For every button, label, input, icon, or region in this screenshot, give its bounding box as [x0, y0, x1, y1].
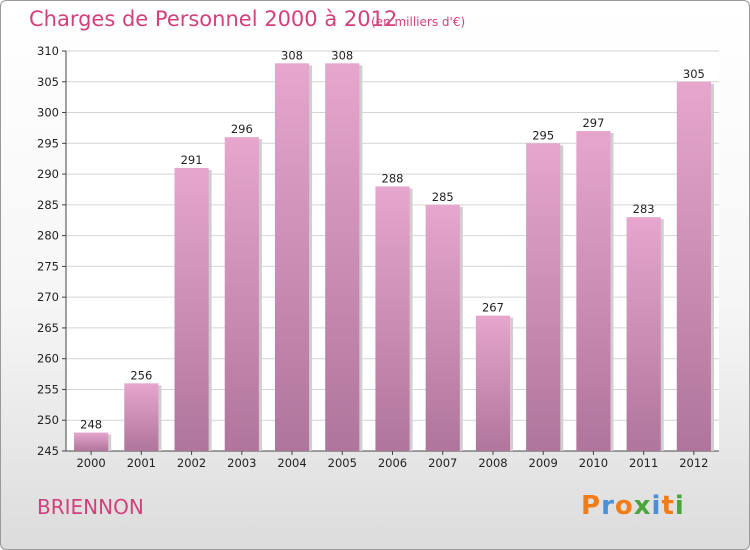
y-tick-label: 250 [37, 413, 59, 427]
value-label: 285 [432, 190, 454, 204]
logo-letter: P [581, 491, 602, 521]
value-label: 305 [683, 67, 705, 81]
y-tick-label: 265 [37, 321, 59, 335]
value-label: 248 [80, 418, 102, 432]
value-label: 288 [382, 171, 404, 185]
x-tick-label: 2009 [529, 456, 558, 470]
x-tick-label: 2012 [679, 456, 708, 470]
chart-subtitle: (en milliers d'€) [371, 15, 466, 29]
value-label: 256 [130, 368, 152, 382]
bar-2008 [475, 315, 511, 451]
x-tick-label: 2001 [127, 456, 156, 470]
x-tick-label: 2007 [428, 456, 457, 470]
x-tick-label: 2004 [277, 456, 306, 470]
bar-2012 [676, 81, 711, 452]
bar-2004 [274, 63, 310, 452]
y-tick-label: 300 [37, 106, 59, 120]
x-tick-label: 2002 [177, 456, 206, 470]
bar-2005 [325, 63, 360, 452]
value-label: 267 [482, 301, 504, 315]
bar-2009 [526, 143, 561, 452]
bar-2010 [576, 131, 611, 451]
x-tick-label: 2005 [328, 456, 357, 470]
y-tick-label: 295 [37, 136, 59, 150]
y-tick-label: 285 [37, 198, 59, 212]
y-tick-label: 255 [37, 382, 59, 396]
y-tick-label: 275 [37, 259, 59, 273]
y-tick-label: 245 [37, 444, 59, 458]
value-label: 295 [532, 128, 554, 142]
bar-2001 [124, 383, 159, 451]
x-tick-label: 2006 [378, 456, 407, 470]
bar-2006 [375, 186, 410, 451]
logo-letter: i [674, 491, 685, 521]
x-tick-label: 2008 [478, 456, 507, 470]
chart-title: Charges de Personnel 2000 à 2012 [29, 7, 398, 31]
bar-2003 [224, 137, 259, 451]
logo-letter: r [601, 491, 615, 521]
x-tick-label: 2003 [227, 456, 256, 470]
value-label: 308 [331, 48, 353, 62]
proxiti-logo: Proxiti [581, 491, 685, 521]
bar-2002 [174, 167, 209, 451]
value-label: 296 [231, 122, 253, 136]
y-tick-label: 270 [37, 290, 59, 304]
value-label: 308 [281, 48, 303, 62]
labels: 245 250 255 260 265 270 275 280 285 290 295 300 305 3… [37, 44, 708, 470]
bar-2000 [74, 432, 109, 451]
value-label: 283 [633, 202, 655, 216]
logo-letter: i [651, 491, 662, 521]
y-tick-label: 290 [37, 167, 59, 181]
y-tick-label: 305 [37, 75, 59, 89]
value-label: 291 [181, 153, 203, 167]
bar-2007 [425, 204, 460, 451]
bar-2011 [626, 217, 661, 451]
value-label: 297 [582, 116, 604, 130]
y-tick-label: 310 [37, 44, 59, 58]
y-tick-label: 280 [37, 229, 59, 243]
logo-letter: o [614, 491, 634, 521]
logo-letter: t [661, 491, 675, 521]
logo-letter: x [633, 491, 652, 521]
x-tick-label: 2010 [579, 456, 608, 470]
place-name: BRIENNON [37, 495, 144, 519]
x-tick-label: 2000 [76, 456, 105, 470]
y-tick-label: 260 [37, 352, 59, 366]
x-tick-label: 2011 [629, 456, 658, 470]
bars [74, 63, 714, 452]
